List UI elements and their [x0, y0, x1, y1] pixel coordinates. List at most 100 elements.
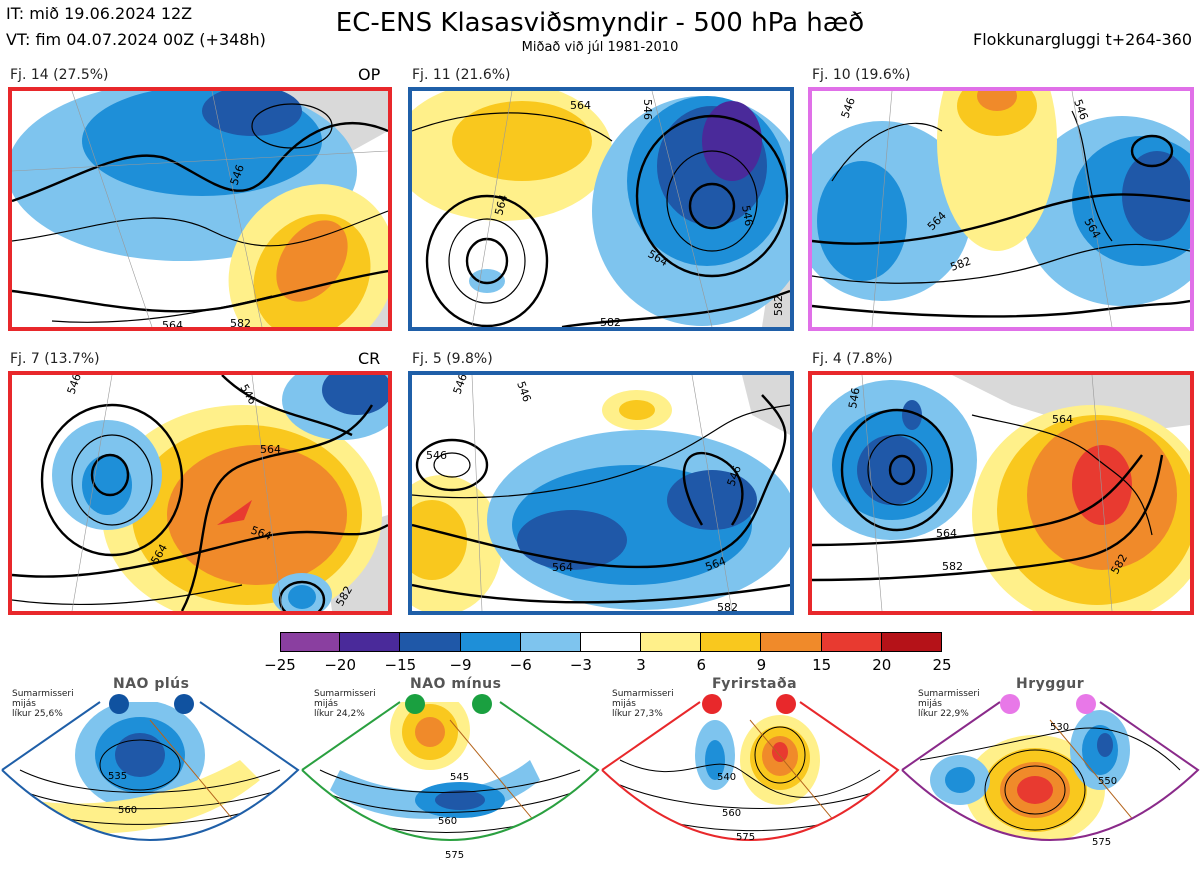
regime-note-line: mijás: [918, 699, 942, 709]
valid-time: VT: fim 04.07.2024 00Z (+348h): [6, 30, 266, 49]
regime-note-line: Sumarmisseri: [12, 689, 74, 699]
contour-label: 560: [118, 805, 137, 816]
regime-map-nao-plus: 535 560: [1, 694, 300, 841]
contour-label: 575: [736, 832, 755, 843]
contour-label: 535: [108, 771, 127, 782]
cluster-map-panel: 546 546 546 546 564 564 582: [408, 371, 794, 615]
anomaly-map: 564 546 564 546 564 582 582: [412, 91, 790, 327]
contour-label: 564: [492, 193, 510, 217]
regime-note-line: líkur 27,3%: [612, 709, 663, 719]
cluster-label: Fj. 10 (19.6%): [812, 67, 911, 83]
regime-note-line: Sumarmisseri: [612, 689, 674, 699]
contour-label: 546: [641, 99, 654, 120]
anomaly-map: 546 546 564 564 564 582: [12, 375, 388, 611]
colorbar-segment: [460, 632, 521, 652]
anomaly-map: 546 546 564 564 582: [812, 91, 1190, 327]
anomaly-map: 546 546 546 546 564 564 582: [412, 375, 790, 611]
page-subtitle: Miðað við júl 1981-2010: [521, 40, 679, 55]
contour-label: 530: [1050, 722, 1069, 733]
colorbar-segment: [520, 632, 581, 652]
colorbar-tick-label: 25: [932, 656, 952, 674]
contour-label: 564: [552, 561, 573, 574]
colorbar-segment: [701, 632, 762, 652]
regime-note-line: mijás: [314, 699, 338, 709]
contour-label: 564: [936, 527, 957, 540]
regime-note-line: líkur 25,6%: [12, 709, 63, 719]
contour-label: 560: [438, 816, 457, 827]
classification-window: Flokkunargluggi t+264-360: [973, 30, 1192, 49]
cluster-map-panel: 564 546 564 546 564 582 582: [408, 87, 794, 331]
contour-label: 582: [942, 560, 963, 573]
regime-note: Sumarmisseri mijás líkur 24,2%: [314, 689, 376, 719]
contour-label: 546: [846, 387, 862, 410]
contour-label: 582: [717, 601, 738, 611]
regime-note: Sumarmisseri mijás líkur 27,3%: [612, 689, 674, 719]
regime-title: Fyrirstaða: [712, 676, 798, 692]
page-title: EC-ENS Klasasviðsmyndir - 500 hPa hæð: [335, 8, 865, 38]
colorbar-tick-label: 3: [636, 656, 646, 674]
regime-note: Sumarmisseri mijás líkur 22,9%: [918, 689, 980, 719]
contour-label: 545: [450, 772, 469, 783]
colorbar-tick-label: 20: [872, 656, 892, 674]
anomaly-map: 546 564 582: [12, 91, 388, 327]
contour-label: 582: [230, 317, 251, 327]
contour-label: 582: [600, 316, 621, 327]
contour-label: 564: [1052, 413, 1073, 426]
operational-tag: OP: [358, 65, 381, 84]
regime-title: NAO plús: [113, 676, 190, 692]
colorbar-tick-label: 15: [812, 656, 832, 674]
contour-label: 540: [717, 772, 736, 783]
colorbar-segment: [881, 632, 942, 652]
regime-note-line: Sumarmisseri: [918, 689, 980, 699]
contour-label: 582: [772, 295, 785, 316]
regime-note-line: mijás: [612, 699, 636, 709]
colorbar-segment: [821, 632, 882, 652]
cluster-label: Fj. 5 (9.8%): [412, 351, 493, 367]
contour-label: 550: [1098, 776, 1117, 787]
cluster-map-panel: 546 546 564 564 564 582: [8, 371, 392, 615]
regime-note-line: mijás: [12, 699, 36, 709]
initial-time: IT: mið 19.06.2024 12Z: [6, 4, 193, 23]
contour-label: 564: [570, 99, 591, 112]
regime-title: Hryggur: [1016, 676, 1085, 692]
colorbar-segment: [761, 632, 822, 652]
regime-note: Sumarmisseri mijás líkur 25,6%: [12, 689, 74, 719]
regime-title: NAO mínus: [410, 676, 502, 692]
contour-label: 575: [1092, 837, 1111, 848]
colorbar-tick-label: 6: [696, 656, 707, 674]
colorbar-tick-label: 9: [756, 656, 767, 674]
contour-label: 560: [722, 808, 741, 819]
colorbar-tick-label: −15: [384, 656, 417, 674]
regime-note-line: líkur 22,9%: [918, 709, 969, 719]
colorbar-tick-label: −6: [509, 656, 532, 674]
colorbar-tick-label: −25: [264, 656, 296, 674]
cluster-label: Fj. 4 (7.8%): [812, 351, 893, 367]
colorbar-segment: [280, 632, 341, 652]
control-tag: CR: [358, 349, 381, 368]
colorbar-tick-label: −20: [324, 656, 356, 674]
anomaly-map: 546 564 564 582 582: [812, 375, 1190, 611]
regime-note-line: líkur 24,2%: [314, 709, 365, 719]
cluster-label: Fj. 11 (21.6%): [412, 67, 511, 83]
cluster-map-panel: 546 564 582: [8, 87, 392, 331]
colorbar-segment: [340, 632, 401, 652]
colorbar: [280, 632, 942, 652]
colorbar-tick-label: −3: [569, 656, 592, 674]
colorbar-segment: [400, 632, 461, 652]
contour-label: 564: [162, 319, 183, 327]
regime-map-nao-minus: 545 560 575: [301, 694, 600, 861]
cluster-map-panel: 546 564 564 582 582: [808, 371, 1194, 615]
contour-label: 546: [739, 204, 755, 227]
cluster-label: Fj. 14 (27.5%): [10, 67, 109, 83]
contour-label: 575: [445, 850, 464, 861]
colorbar-segment: [580, 632, 642, 652]
regime-note-line: Sumarmisseri: [314, 689, 376, 699]
contour-label: 564: [260, 443, 281, 456]
regime-map-blocking: 540 560 575: [601, 694, 900, 843]
regime-map-ridge: 530 550 575: [901, 694, 1200, 848]
cluster-label: Fj. 7 (13.7%): [10, 351, 100, 367]
cluster-map-panel: 546 546 564 564 582: [808, 87, 1194, 331]
contour-label: 546: [426, 449, 447, 462]
colorbar-tick-label: −9: [449, 656, 472, 674]
colorbar-segment: [641, 632, 702, 652]
